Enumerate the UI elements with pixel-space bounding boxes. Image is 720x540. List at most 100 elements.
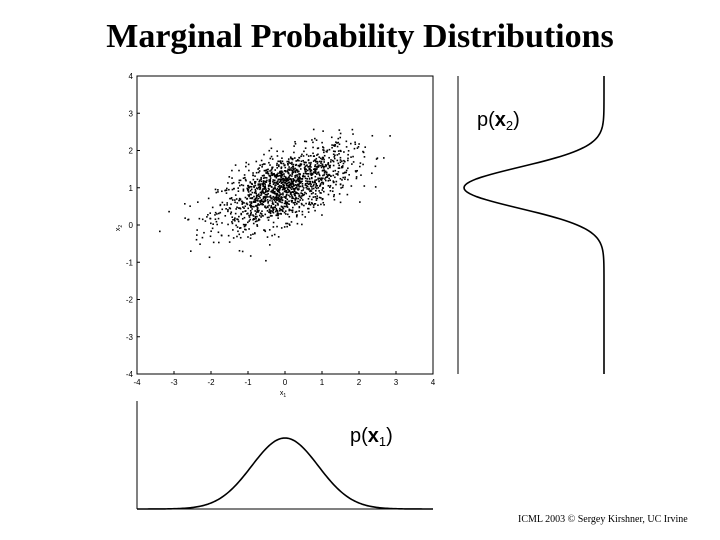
scatter-point bbox=[311, 188, 313, 190]
scatter-point bbox=[337, 137, 340, 140]
scatter-point bbox=[293, 179, 296, 182]
scatter-point bbox=[279, 180, 282, 183]
scatter-point bbox=[307, 155, 310, 157]
scatter-point bbox=[316, 184, 318, 187]
scatter-point bbox=[256, 199, 258, 202]
scatter-point bbox=[352, 133, 354, 135]
scatter-point bbox=[250, 201, 253, 203]
scatter-point bbox=[257, 211, 260, 213]
scatter-point bbox=[261, 203, 264, 206]
scatter-point bbox=[312, 160, 315, 162]
scatter-point bbox=[244, 210, 247, 212]
scatter-point bbox=[288, 183, 291, 186]
scatter-point bbox=[266, 190, 269, 193]
scatter-point bbox=[267, 187, 270, 190]
scatter-point bbox=[210, 222, 212, 225]
scatter-point bbox=[292, 185, 295, 187]
scatter-point bbox=[284, 166, 287, 169]
scatter-point bbox=[305, 164, 308, 167]
scatter-point bbox=[277, 203, 279, 205]
scatter-point bbox=[345, 169, 348, 172]
scatter-point bbox=[315, 179, 318, 181]
scatter-point bbox=[279, 186, 282, 189]
scatter-point bbox=[347, 178, 349, 181]
scatter-point bbox=[306, 182, 309, 185]
scatter-point bbox=[263, 229, 266, 232]
scatter-point bbox=[261, 174, 264, 177]
scatter-point bbox=[315, 187, 318, 190]
scatter-point bbox=[281, 209, 283, 211]
scatter-point bbox=[297, 192, 300, 195]
scatter-point bbox=[316, 162, 319, 165]
scatter-point bbox=[247, 184, 250, 187]
scatter-point bbox=[250, 234, 252, 236]
scatter-point bbox=[256, 225, 259, 227]
scatter-point bbox=[268, 211, 270, 214]
scatter-point bbox=[302, 175, 305, 178]
scatter-point bbox=[321, 158, 323, 161]
scatter-point bbox=[316, 195, 318, 197]
scatter-point bbox=[216, 223, 218, 226]
scatter-point bbox=[298, 201, 300, 203]
scatter-point bbox=[231, 177, 233, 179]
scatter-point bbox=[221, 190, 223, 193]
scatter-point bbox=[273, 182, 275, 184]
scatter-point bbox=[269, 194, 272, 197]
scatter-point bbox=[273, 172, 275, 175]
scatter-point bbox=[338, 193, 341, 195]
y-tick-label: 2 bbox=[129, 147, 134, 156]
scatter-point bbox=[274, 198, 276, 201]
scatter-point bbox=[217, 217, 220, 220]
scatter-point bbox=[262, 197, 265, 200]
scatter-point bbox=[286, 206, 289, 208]
scatter-point bbox=[236, 218, 238, 220]
scatter-point bbox=[261, 214, 263, 217]
scatter-point bbox=[309, 182, 312, 185]
scatter-point bbox=[252, 218, 254, 221]
scatter-point bbox=[257, 197, 260, 200]
scatter-point bbox=[259, 197, 261, 199]
scatter-point bbox=[327, 161, 330, 164]
scatter-point bbox=[333, 194, 335, 196]
scatter-point bbox=[262, 180, 265, 182]
scatter-point bbox=[268, 180, 271, 183]
scatter-point bbox=[269, 211, 271, 214]
scatter-point bbox=[339, 177, 342, 180]
scatter-point bbox=[267, 206, 269, 209]
scatter-point bbox=[301, 177, 304, 180]
scatter-point bbox=[283, 182, 286, 184]
scatter-point bbox=[282, 193, 284, 196]
scatter-point bbox=[300, 192, 302, 194]
scatter-point bbox=[272, 226, 275, 228]
scatter-point bbox=[299, 173, 301, 175]
scatter-point bbox=[266, 205, 269, 208]
scatter-point bbox=[236, 226, 239, 228]
scatter-point bbox=[294, 211, 297, 214]
scatter-point bbox=[260, 194, 262, 197]
scatter-point bbox=[260, 213, 263, 215]
scatter-point bbox=[283, 178, 285, 180]
scatter-point bbox=[254, 210, 256, 212]
scatter-point bbox=[242, 177, 245, 180]
scatter-point bbox=[261, 166, 263, 168]
scatter-point bbox=[270, 205, 273, 207]
scatter-point bbox=[329, 166, 331, 169]
scatter-point bbox=[238, 249, 241, 252]
scatter-point bbox=[294, 187, 297, 190]
scatter-point bbox=[294, 142, 297, 145]
scatter-point bbox=[304, 191, 306, 194]
scatter-point bbox=[311, 173, 314, 176]
scatter-point bbox=[254, 188, 257, 191]
scatter-point bbox=[315, 184, 317, 186]
scatter-point bbox=[242, 223, 245, 226]
scatter-point bbox=[268, 229, 271, 231]
scatter-point bbox=[276, 173, 279, 176]
scatter-point bbox=[316, 154, 318, 156]
scatter-point bbox=[300, 202, 303, 205]
scatter-point bbox=[244, 228, 246, 231]
scatter-point bbox=[245, 179, 247, 182]
scatter-point bbox=[342, 162, 345, 165]
scatter-point bbox=[259, 203, 262, 205]
y-tick-label: 0 bbox=[129, 221, 134, 230]
scatter-point bbox=[335, 173, 338, 175]
